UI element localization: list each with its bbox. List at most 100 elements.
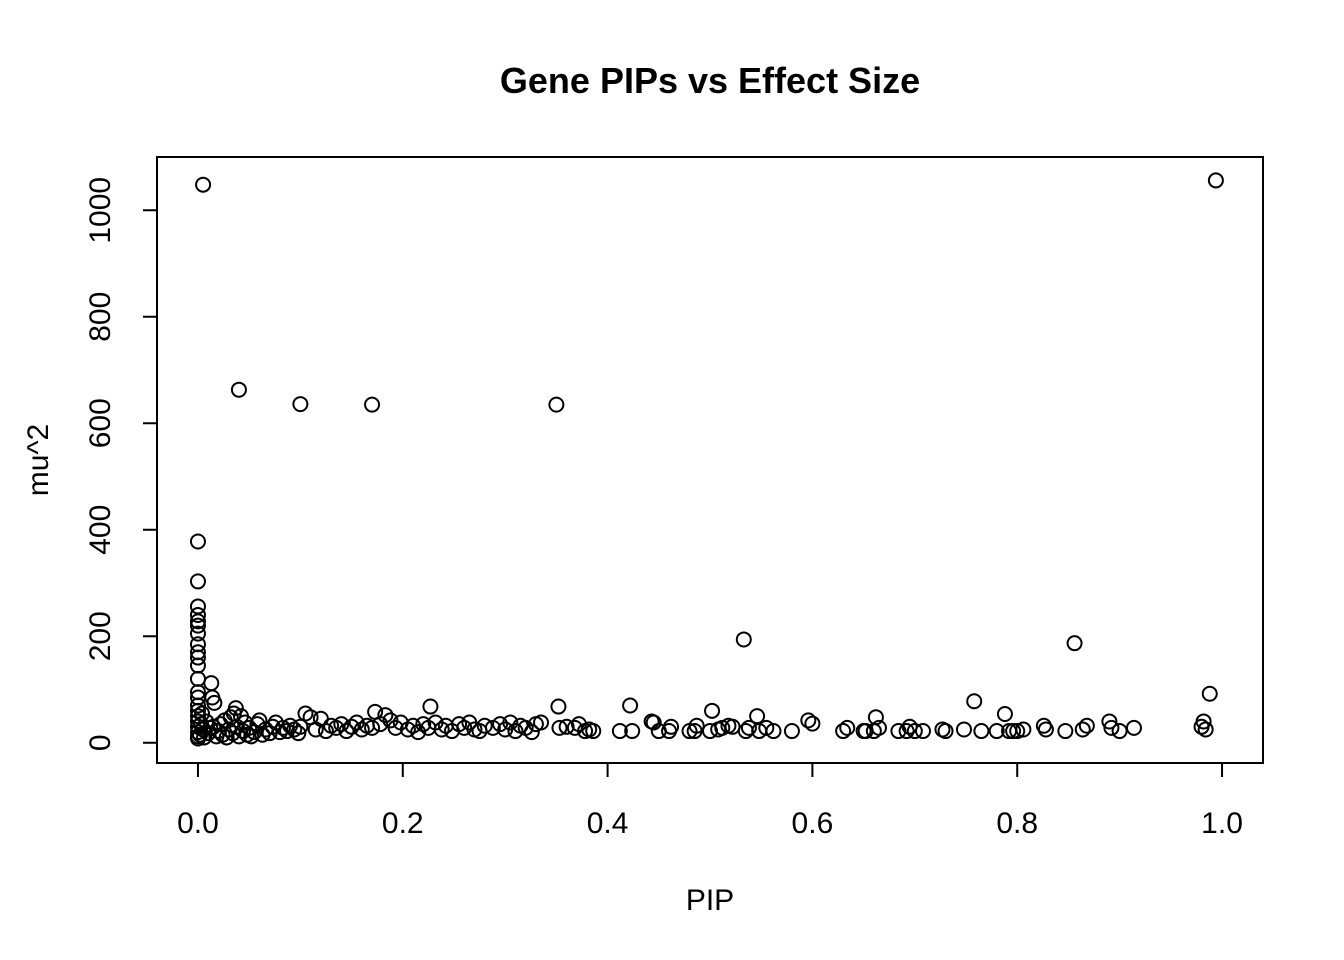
- data-point: [550, 698, 567, 715]
- data-point: [502, 714, 519, 731]
- data-point: [189, 708, 206, 725]
- data-point: [290, 725, 307, 742]
- data-point: [1066, 635, 1083, 652]
- y-tick-label: 600: [84, 398, 117, 448]
- data-point: [804, 715, 821, 732]
- data-point: [189, 613, 206, 630]
- data-point: [241, 719, 258, 736]
- data-point: [1015, 721, 1032, 738]
- data-point: [476, 717, 493, 734]
- data-point: [1057, 723, 1074, 740]
- plot-frame: [156, 156, 1264, 764]
- data-point: [507, 723, 524, 740]
- data-point: [1125, 719, 1142, 736]
- data-point: [548, 396, 565, 413]
- data-point: [422, 698, 439, 715]
- data-point: [835, 723, 852, 740]
- data-point: [292, 718, 309, 735]
- data-point: [343, 718, 360, 735]
- x-tick-label: 0.6: [792, 807, 834, 840]
- data-point: [1111, 723, 1128, 740]
- data-point: [433, 721, 450, 738]
- data-point: [611, 723, 628, 740]
- data-point: [1197, 721, 1214, 738]
- data-point: [338, 723, 355, 740]
- x-axis-label: PIP: [686, 884, 734, 917]
- data-point: [988, 723, 1005, 740]
- data-point: [364, 719, 381, 736]
- data-point: [740, 719, 757, 736]
- data-point: [189, 533, 206, 550]
- data-point: [377, 707, 394, 724]
- data-point: [372, 716, 389, 733]
- x-tick-label: 0.0: [177, 807, 219, 840]
- data-point: [195, 176, 212, 193]
- data-point: [227, 700, 244, 717]
- data-point: [1074, 721, 1091, 738]
- data-point: [189, 625, 206, 642]
- data-point: [1195, 713, 1212, 730]
- data-point: [492, 716, 509, 733]
- data-point: [1207, 172, 1224, 189]
- data-point: [230, 381, 247, 398]
- data-point: [206, 694, 223, 711]
- data-point: [189, 573, 206, 590]
- data-point: [364, 396, 381, 413]
- y-axis-label: mu^2: [22, 424, 55, 496]
- data-point: [1101, 713, 1118, 730]
- data-point: [243, 728, 260, 745]
- data-point: [189, 649, 206, 666]
- data-point: [645, 714, 662, 731]
- x-tick-label: 0.4: [587, 807, 629, 840]
- data-point: [737, 723, 754, 740]
- data-point: [622, 697, 639, 714]
- y-tick-label: 400: [84, 505, 117, 555]
- data-point: [915, 723, 932, 740]
- data-point: [783, 723, 800, 740]
- data-point: [749, 708, 766, 725]
- data-point: [189, 617, 206, 634]
- y-tick-label: 1000: [84, 177, 117, 244]
- x-tick-label: 0.8: [996, 807, 1038, 840]
- data-point: [663, 718, 680, 735]
- data-point: [624, 723, 641, 740]
- data-point: [585, 723, 602, 740]
- data-point: [966, 693, 983, 710]
- data-point: [867, 709, 884, 726]
- data-point: [1005, 723, 1022, 740]
- data-point: [292, 396, 309, 413]
- data-point: [1201, 685, 1218, 702]
- data-point: [800, 712, 817, 729]
- data-point: [955, 721, 972, 738]
- x-tick-label: 1.0: [1201, 807, 1243, 840]
- y-tick-label: 800: [84, 292, 117, 342]
- data-point: [189, 670, 206, 687]
- data-point: [1037, 721, 1054, 738]
- data-point: [1103, 719, 1120, 736]
- data-point: [735, 631, 752, 648]
- data-point: [906, 723, 923, 740]
- data-point: [765, 723, 782, 740]
- y-axis: 0 200 400 600 800 1000: [84, 177, 158, 751]
- data-point: [533, 714, 550, 731]
- data-point: [558, 718, 575, 735]
- data-point: [1009, 723, 1026, 740]
- data-point: [1078, 717, 1095, 734]
- scatter-points: [189, 172, 1224, 747]
- y-tick-label: 0: [84, 734, 117, 751]
- data-point: [189, 606, 206, 623]
- data-point: [870, 719, 887, 736]
- data-point: [387, 719, 404, 736]
- data-point: [704, 702, 721, 719]
- data-point: [898, 723, 915, 740]
- data-point: [523, 724, 540, 741]
- y-tick-label: 200: [84, 611, 117, 661]
- data-point: [317, 723, 334, 740]
- x-axis: 0.0 0.2 0.4 0.6 0.8 1.0: [177, 762, 1243, 840]
- data-point: [203, 675, 220, 692]
- data-point: [551, 719, 568, 736]
- chart-title: Gene PIPs vs Effect Size: [500, 60, 920, 101]
- data-point: [410, 724, 427, 741]
- data-point: [758, 719, 775, 736]
